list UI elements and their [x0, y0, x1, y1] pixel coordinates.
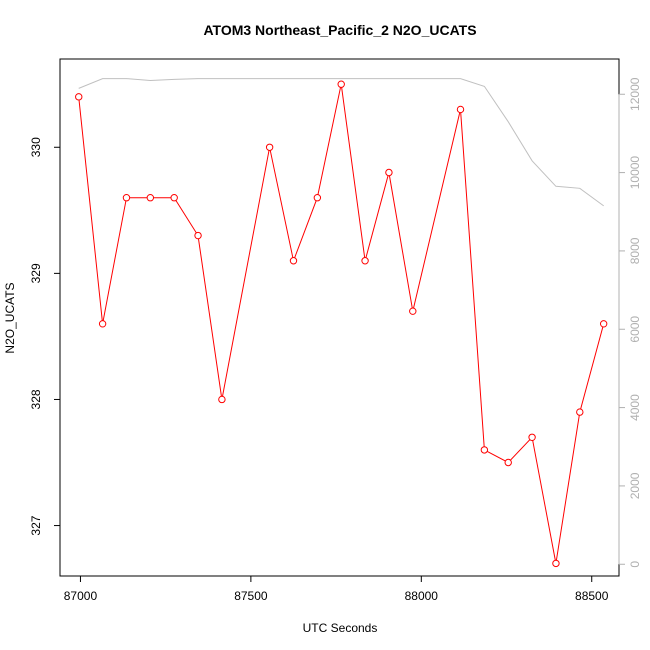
data-point [313, 194, 322, 202]
x-tick-label: 88500 [575, 589, 609, 603]
x-tick-label: 87000 [64, 589, 98, 603]
data-point [170, 194, 178, 202]
data-point [218, 395, 226, 404]
data-point [289, 257, 298, 265]
data-point [599, 320, 608, 328]
data-point [194, 231, 202, 240]
data-point [122, 194, 131, 202]
y-axis-left: 327 328 329 330 [29, 137, 61, 536]
plot-frame [59, 58, 620, 577]
y2-tick-label: 8000 [628, 237, 642, 264]
y-tick-label: 329 [29, 263, 43, 283]
data-point [98, 320, 107, 328]
y2-tick-label: 0 [628, 561, 642, 568]
series-layer [75, 78, 608, 568]
secondary-series-line [78, 78, 604, 207]
y2-tick-label: 10000 [628, 156, 642, 190]
data-point [409, 307, 417, 315]
y-tick-label: 330 [29, 137, 43, 157]
data-point [528, 433, 536, 441]
y2-tick-label: 4000 [628, 394, 642, 421]
y2-tick-label: 12000 [628, 77, 642, 111]
data-point [552, 559, 560, 568]
y2-tick-label: 6000 [628, 316, 642, 343]
data-point [385, 168, 393, 177]
data-point [146, 194, 155, 202]
chart-title: ATOM3 Northeast_Pacific_2 N2O_UCATS [203, 22, 476, 38]
data-point [337, 80, 345, 88]
primary-series-line [78, 84, 605, 564]
data-point [480, 446, 489, 454]
x-tick-label: 87500 [234, 589, 268, 603]
y-axis-right: 0 2000 4000 6000 8000 10000 12000 [618, 77, 642, 568]
y-tick-label: 328 [29, 389, 43, 409]
data-point [361, 257, 369, 265]
data-point [456, 105, 465, 114]
x-axis-label: UTC Seconds [303, 621, 378, 635]
data-point [75, 93, 83, 101]
data-point [504, 458, 512, 467]
y-tick-label: 327 [29, 515, 43, 535]
data-point [576, 408, 584, 416]
y-axis-label: N2O_UCATS [3, 282, 17, 353]
x-axis: 87000 87500 88000 88500 [64, 575, 609, 603]
x-tick-label: 88000 [405, 589, 439, 603]
data-point [265, 143, 274, 151]
y2-tick-label: 2000 [628, 472, 642, 499]
